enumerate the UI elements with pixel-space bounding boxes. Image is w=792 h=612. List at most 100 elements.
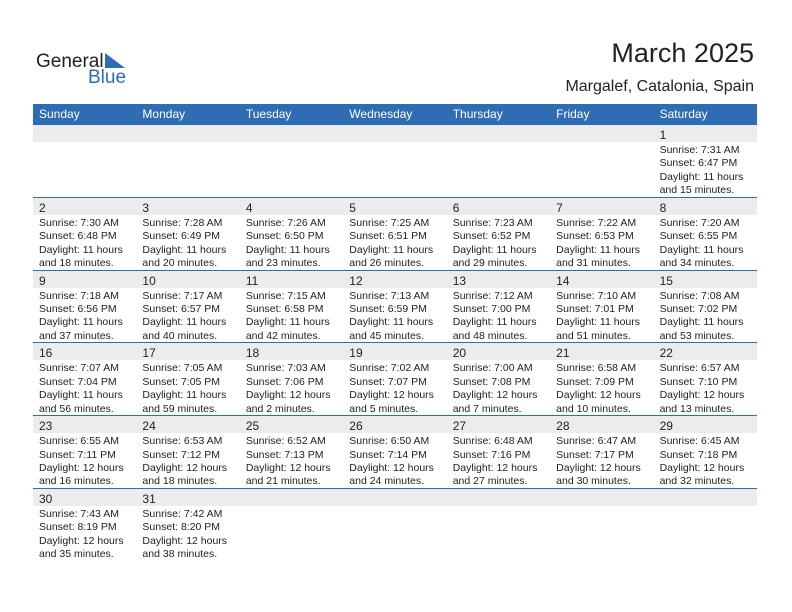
day-info: Sunset: 7:16 PM	[452, 448, 531, 461]
day-info: Daylight: 12 hours	[142, 534, 228, 547]
day-number: 28	[556, 419, 570, 434]
day-info: Sunrise: 7:18 AM	[39, 289, 119, 302]
day-info: Sunset: 6:55 PM	[659, 230, 738, 243]
title: March 2025	[611, 38, 754, 68]
day-info: and 40 minutes.	[142, 329, 218, 342]
day-info: and 10 minutes.	[556, 402, 631, 415]
day-info: Sunrise: 7:13 AM	[349, 289, 430, 302]
weekday-bar	[33, 104, 757, 125]
day-info: Sunrise: 7:22 AM	[556, 216, 637, 229]
day-info: Sunrise: 7:00 AM	[452, 362, 533, 375]
day-number: 4	[245, 200, 253, 215]
day-info: Daylight: 11 hours	[39, 389, 123, 402]
day-info: Sunrise: 7:43 AM	[39, 508, 119, 520]
day-band	[33, 343, 757, 361]
day-info: Sunset: 7:18 PM	[659, 448, 738, 461]
day-number: 23	[39, 419, 53, 434]
day-number: 1	[659, 128, 667, 142]
logo-text: General	[36, 51, 104, 72]
day-info: Sunset: 7:04 PM	[39, 375, 117, 388]
day-info: Daylight: 12 hours	[245, 389, 331, 402]
day-info: Sunrise: 7:28 AM	[142, 216, 223, 229]
day-number: 18	[245, 346, 260, 361]
day-band	[33, 270, 757, 288]
day-info: Sunrise: 6:52 AM	[245, 435, 326, 448]
day-info: Daylight: 12 hours	[39, 534, 124, 547]
day-number: 24	[142, 419, 156, 434]
day-number: 8	[659, 200, 667, 215]
day-info: and 18 minutes.	[39, 257, 114, 269]
day-number: 29	[659, 419, 673, 434]
day-info: Sunrise: 6:58 AM	[556, 362, 637, 375]
day-number: 13	[452, 273, 467, 288]
day-info: Daylight: 11 hours	[39, 316, 123, 329]
day-info: Sunrise: 7:07 AM	[39, 362, 119, 375]
row-separator	[33, 196, 757, 198]
day-number: 2	[39, 200, 46, 215]
day-number: 22	[659, 346, 673, 361]
day-info: and 51 minutes.	[556, 329, 631, 342]
day-info: Sunset: 7:06 PM	[245, 375, 324, 388]
day-info: Daylight: 11 hours	[556, 243, 640, 256]
day-info: and 45 minutes.	[349, 329, 424, 342]
day-number: 27	[452, 419, 467, 434]
row-separator	[33, 415, 757, 417]
day-info: and 15 minutes.	[659, 184, 735, 197]
day-number: 31	[142, 492, 156, 506]
day-info: and 29 minutes.	[452, 257, 528, 269]
day-info: Daylight: 12 hours	[556, 389, 641, 402]
day-info: Sunset: 6:52 PM	[452, 230, 531, 243]
day-info: Sunset: 6:56 PM	[39, 303, 117, 315]
day-info: Sunrise: 7:12 AM	[452, 289, 533, 302]
day-info: and 18 minutes.	[142, 475, 218, 488]
day-number: 16	[39, 346, 53, 361]
day-info: Sunrise: 6:47 AM	[556, 435, 637, 448]
day-number: 10	[142, 273, 156, 288]
day-info: and 21 minutes.	[245, 475, 321, 488]
day-band	[33, 125, 757, 142]
logo-text: Blue	[88, 67, 127, 88]
day-info: Sunset: 7:10 PM	[659, 375, 738, 388]
day-info: and 23 minutes.	[245, 257, 321, 269]
day-number: 15	[659, 273, 673, 288]
day-info: Daylight: 11 hours	[659, 170, 744, 183]
day-number: 11	[245, 273, 259, 288]
day-number: 30	[39, 492, 53, 506]
day-info: and 5 minutes.	[349, 402, 419, 415]
day-info: Sunset: 7:12 PM	[142, 448, 221, 461]
day-info: Sunrise: 6:45 AM	[659, 435, 740, 448]
day-number: 6	[452, 200, 460, 215]
day-info: Sunrise: 7:26 AM	[245, 216, 326, 229]
day-info: Sunset: 7:13 PM	[245, 448, 324, 461]
day-number: 12	[349, 273, 363, 288]
day-info: and 13 minutes.	[659, 402, 735, 415]
row-separator	[33, 488, 757, 489]
day-info: Daylight: 11 hours	[39, 243, 123, 256]
day-info: Sunset: 7:01 PM	[556, 303, 634, 315]
day-info: and 59 minutes.	[142, 402, 218, 415]
day-info: Sunset: 7:00 PM	[452, 303, 531, 315]
day-number: 19	[349, 346, 363, 361]
day-info: Sunrise: 7:02 AM	[349, 362, 430, 375]
day-number: 7	[556, 200, 563, 215]
subtitle: Margalef, Catalonia, Spain	[565, 78, 754, 95]
day-band	[33, 489, 757, 506]
day-info: Sunset: 6:58 PM	[245, 303, 324, 315]
day-info: and 24 minutes.	[349, 475, 424, 488]
day-info: Daylight: 11 hours	[245, 316, 330, 329]
day-info: Sunset: 6:48 PM	[39, 230, 117, 243]
day-info: Daylight: 12 hours	[452, 462, 538, 474]
day-info: Sunrise: 7:20 AM	[659, 216, 740, 229]
day-info: Sunrise: 7:31 AM	[659, 144, 740, 156]
day-info: Daylight: 11 hours	[452, 316, 537, 329]
day-info: Sunset: 7:05 PM	[142, 375, 221, 388]
day-info: Daylight: 12 hours	[39, 462, 124, 474]
day-info: and 26 minutes.	[349, 257, 424, 269]
day-number: 5	[349, 200, 356, 215]
day-info: and 16 minutes.	[39, 475, 114, 488]
day-info: Daylight: 12 hours	[452, 389, 538, 402]
day-info: Daylight: 11 hours	[142, 316, 227, 329]
day-number: 9	[39, 273, 46, 288]
day-info: Daylight: 11 hours	[142, 389, 227, 402]
